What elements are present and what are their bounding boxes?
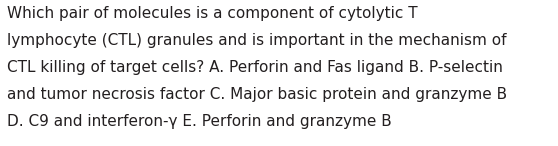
Text: lymphocyte (CTL) granules and is important in the mechanism of: lymphocyte (CTL) granules and is importa… bbox=[7, 33, 507, 48]
Text: Which pair of molecules is a component of cytolytic T: Which pair of molecules is a component o… bbox=[7, 6, 418, 21]
Text: and tumor necrosis factor C. Major basic protein and granzyme B: and tumor necrosis factor C. Major basic… bbox=[7, 87, 507, 102]
Text: D. C9 and interferon-γ E. Perforin and granzyme B: D. C9 and interferon-γ E. Perforin and g… bbox=[7, 114, 392, 129]
Text: CTL killing of target cells? A. Perforin and Fas ligand B. P-selectin: CTL killing of target cells? A. Perforin… bbox=[7, 60, 503, 75]
